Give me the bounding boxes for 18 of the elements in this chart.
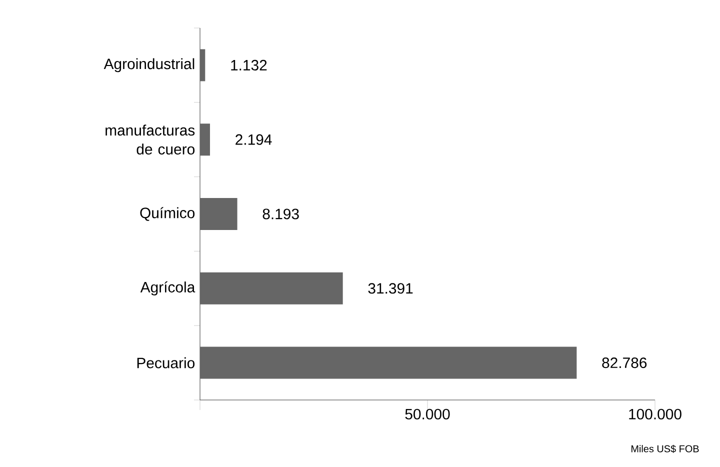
data-label: 82.786 (602, 358, 647, 368)
data-label: 1.132 (231, 60, 267, 70)
bar (200, 272, 343, 304)
data-label: 2.194 (236, 134, 272, 145)
y-tick-label: Agrícola (140, 281, 196, 296)
data-label: 31.391 (368, 283, 413, 294)
bar (200, 124, 210, 156)
x-tick-label: 100.000 (629, 408, 682, 420)
bar (200, 346, 577, 379)
y-tick-label: Agroindustrial (104, 58, 194, 72)
y-tick-label: manufacturas de cuero (106, 124, 195, 155)
bar (200, 198, 238, 230)
data-label: 8.193 (262, 208, 299, 220)
x-axis-title: Miles US$ FOB (631, 444, 699, 453)
bar (200, 49, 206, 82)
x-tick-label: 50.000 (405, 408, 450, 420)
y-tick-label: Químico (140, 207, 195, 221)
y-tick-label: Pecuario (137, 357, 195, 368)
